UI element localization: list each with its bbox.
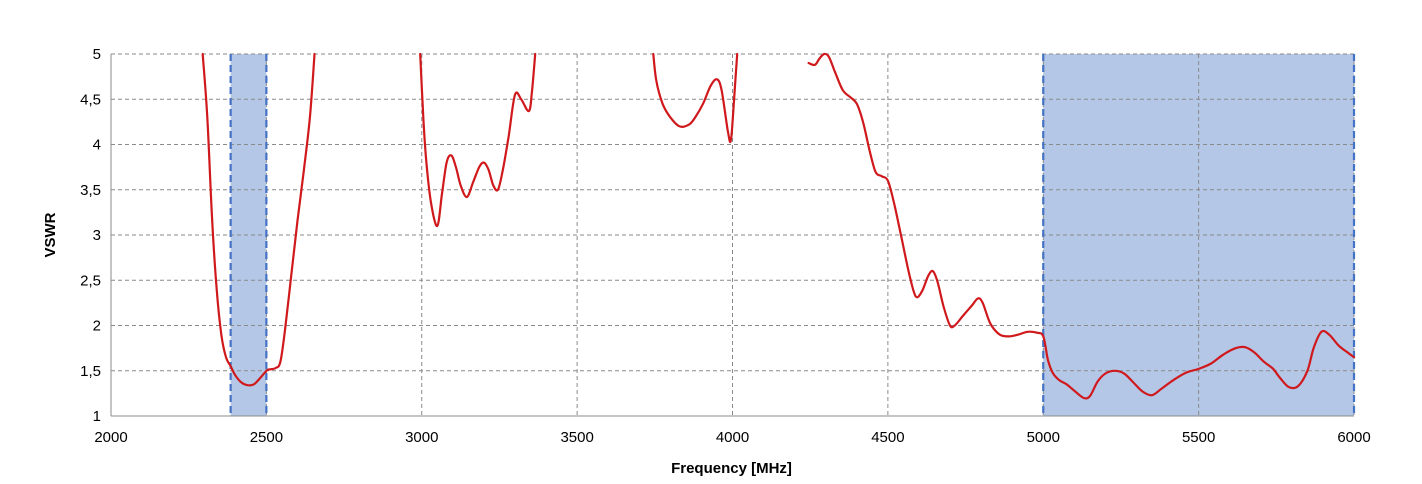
y-tick-label: 5 [93, 46, 101, 63]
x-tick-label: 5500 [1182, 429, 1215, 446]
x-tick-label: 3000 [405, 429, 438, 446]
band-edges [229, 54, 1356, 416]
x-tick-label: 5000 [1027, 429, 1060, 446]
x-tick-label: 6000 [1337, 429, 1370, 446]
x-tick-label: 2000 [94, 429, 127, 446]
y-tick-label: 1 [93, 408, 101, 425]
y-tick-label: 3 [93, 227, 101, 244]
vswr-series [201, 52, 1356, 400]
y-tick-label: 1,5 [80, 363, 101, 380]
vswr-line-segment-0 [201, 52, 316, 387]
x-tick-labels: 2000 2500 3000 3500 4000 4500 5000 5500 6000 [94, 429, 1370, 446]
y-tick-label: 4,5 [80, 91, 101, 108]
y-tick-label: 2 [93, 318, 101, 335]
y-tick-labels: 1 1,5 2 2,5 3 3,5 4 4,5 5 [80, 46, 101, 425]
y-tick-label: 3,5 [80, 182, 101, 199]
vswr-line-segment-1 [419, 52, 537, 228]
vswr-line-segment-3 [807, 52, 1356, 400]
x-tick-label: 4000 [716, 429, 749, 446]
y-tick-label: 2,5 [80, 272, 101, 289]
y-tick-label: 4 [93, 137, 101, 154]
x-tick-label: 4500 [871, 429, 904, 446]
x-tick-label: 3500 [560, 429, 593, 446]
y-axis-title: VSWR [42, 212, 59, 257]
x-axis-title: Frequency [MHz] [671, 460, 792, 477]
vswr-line-segment-2 [652, 52, 739, 144]
x-tick-label: 2500 [250, 429, 283, 446]
